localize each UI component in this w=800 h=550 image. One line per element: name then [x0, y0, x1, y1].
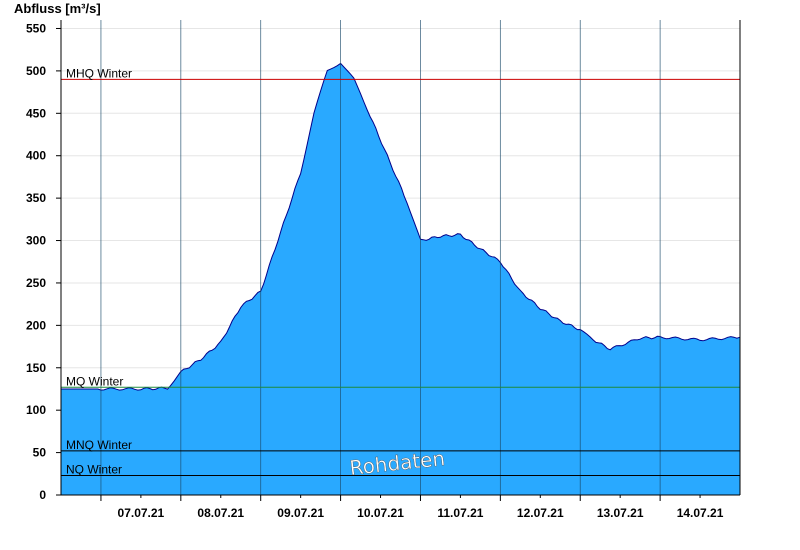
x-tick-label: 08.07.21 — [197, 506, 244, 520]
y-axis-label: Abfluss [m³/s] — [14, 1, 101, 16]
x-tick-label: 09.07.21 — [277, 506, 324, 520]
y-tick-label: 400 — [26, 149, 46, 163]
x-tick-label: 10.07.21 — [357, 506, 404, 520]
y-tick-label: 450 — [26, 106, 46, 120]
discharge-line — [61, 62, 741, 391]
y-tick-label: 250 — [26, 276, 46, 290]
reference-line-label: MQ Winter — [66, 374, 123, 388]
x-tick-label: 14.07.21 — [677, 506, 724, 520]
y-tick-label: 350 — [26, 191, 46, 205]
x-tick-label: 07.07.21 — [118, 506, 165, 520]
plot-area: MHQ Winter MQ Winter MNQ Winter NQ Winter 0 5… — [26, 20, 741, 520]
y-tick-label: 50 — [33, 446, 47, 460]
y-tick-label: 100 — [26, 403, 46, 417]
y-tick-label: 300 — [26, 234, 46, 248]
reference-line-label: NQ Winter — [66, 462, 122, 476]
y-tick-label: 500 — [26, 64, 46, 78]
y-tick-label: 150 — [26, 361, 46, 375]
x-tick-label: 13.07.21 — [597, 506, 644, 520]
y-tick-label: 200 — [26, 318, 46, 332]
reference-line-label: MNQ Winter — [66, 438, 132, 452]
discharge-area — [61, 63, 740, 496]
reference-line-label: MHQ Winter — [66, 66, 132, 80]
x-tick-label: 11.07.21 — [437, 506, 483, 520]
y-tick-label: 0 — [39, 488, 46, 502]
x-tick-label: 12.07.21 — [517, 506, 564, 520]
y-tick-label: 550 — [26, 21, 46, 35]
